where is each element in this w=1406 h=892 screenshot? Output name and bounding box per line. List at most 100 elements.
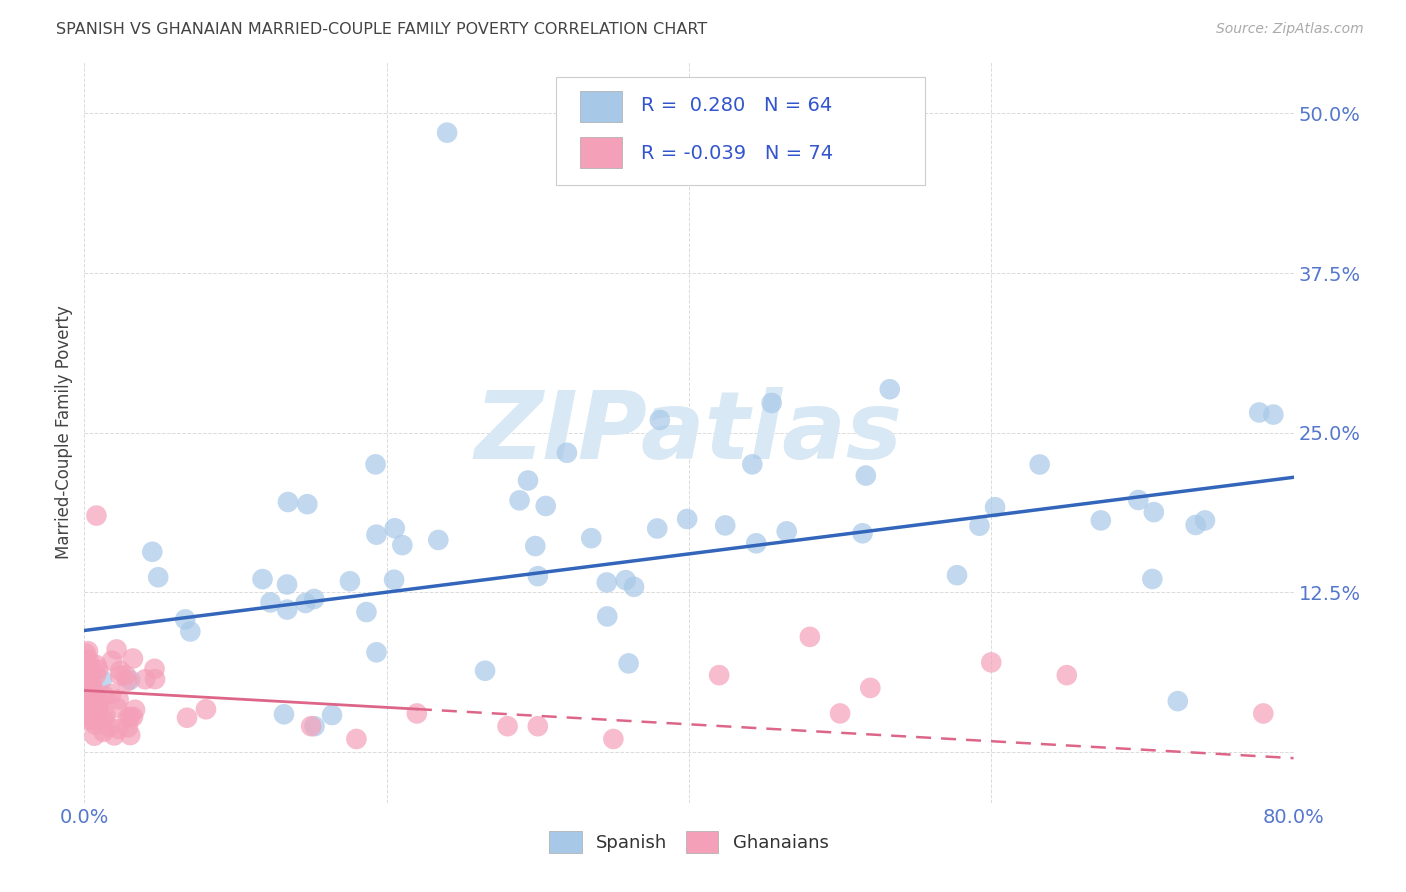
- FancyBboxPatch shape: [581, 91, 623, 121]
- Text: R = -0.039   N = 74: R = -0.039 N = 74: [641, 144, 832, 163]
- Point: [100, 687, 122, 701]
- Point: [87, 663, 110, 677]
- Point: [143, 662, 166, 676]
- Point: [1263, 408, 1285, 422]
- Point: [120, 728, 142, 742]
- Point: [83, 729, 105, 743]
- Point: [1056, 668, 1078, 682]
- Point: [617, 657, 640, 671]
- Point: [103, 728, 125, 742]
- Point: [555, 446, 578, 460]
- Point: [75, 708, 97, 723]
- Point: [969, 518, 991, 533]
- Point: [980, 656, 1002, 670]
- Point: [79, 707, 101, 722]
- Point: [80, 691, 103, 706]
- Point: [391, 538, 413, 552]
- Point: [77, 697, 100, 711]
- Point: [366, 527, 388, 541]
- Point: [107, 722, 129, 736]
- Point: [93, 714, 115, 728]
- Point: [75, 656, 97, 670]
- Point: [709, 668, 731, 682]
- Point: [124, 703, 146, 717]
- Point: [859, 681, 882, 695]
- Point: [86, 508, 108, 523]
- Legend: Spanish, Ghanaians: Spanish, Ghanaians: [543, 824, 835, 861]
- Point: [436, 126, 458, 140]
- Point: [1128, 493, 1150, 508]
- Text: ZIPatlas: ZIPatlas: [475, 386, 903, 479]
- Point: [118, 673, 141, 687]
- Point: [89, 706, 111, 720]
- Point: [120, 710, 142, 724]
- Point: [77, 713, 100, 727]
- Point: [297, 497, 319, 511]
- Point: [143, 672, 166, 686]
- Point: [141, 545, 163, 559]
- Point: [776, 524, 799, 539]
- Point: [117, 721, 139, 735]
- Point: [86, 658, 108, 673]
- Point: [384, 521, 406, 535]
- Point: [93, 724, 115, 739]
- Point: [614, 573, 637, 587]
- Point: [87, 692, 110, 706]
- Point: [761, 396, 783, 410]
- Point: [94, 707, 117, 722]
- Point: [830, 706, 852, 721]
- Point: [596, 609, 619, 624]
- Point: [108, 664, 131, 678]
- Point: [321, 708, 343, 723]
- Point: [82, 663, 104, 677]
- Point: [115, 674, 138, 689]
- Point: [602, 731, 624, 746]
- Point: [524, 539, 547, 553]
- Point: [302, 592, 325, 607]
- Point: [80, 678, 103, 692]
- Point: [356, 605, 378, 619]
- Point: [148, 570, 170, 584]
- Point: [676, 512, 699, 526]
- FancyBboxPatch shape: [581, 137, 623, 169]
- Point: [75, 655, 97, 669]
- Point: [107, 692, 129, 706]
- Point: [84, 668, 107, 682]
- Point: [252, 572, 274, 586]
- Point: [364, 458, 387, 472]
- Point: [527, 719, 550, 733]
- Point: [179, 624, 201, 639]
- Point: [259, 595, 281, 609]
- Point: [294, 596, 316, 610]
- Point: [77, 697, 100, 711]
- Point: [101, 654, 124, 668]
- Point: [80, 684, 103, 698]
- Point: [855, 468, 877, 483]
- Point: [851, 526, 873, 541]
- Point: [75, 668, 97, 682]
- Point: [1167, 694, 1189, 708]
- Point: [741, 458, 763, 472]
- Point: [75, 678, 97, 692]
- Point: [1090, 513, 1112, 527]
- Point: [304, 719, 326, 733]
- Text: Source: ZipAtlas.com: Source: ZipAtlas.com: [1216, 22, 1364, 37]
- Point: [75, 657, 97, 672]
- Point: [273, 707, 295, 722]
- Point: [1142, 572, 1164, 586]
- Point: [1143, 505, 1166, 519]
- Point: [946, 568, 969, 582]
- Text: R =  0.280   N = 64: R = 0.280 N = 64: [641, 95, 832, 115]
- Y-axis label: Married-Couple Family Poverty: Married-Couple Family Poverty: [55, 306, 73, 559]
- Point: [93, 689, 115, 703]
- Point: [122, 651, 145, 665]
- Point: [1028, 458, 1050, 472]
- Point: [277, 495, 299, 509]
- Point: [474, 664, 496, 678]
- Point: [110, 669, 132, 683]
- Point: [83, 690, 105, 705]
- Point: [105, 700, 128, 714]
- Point: [366, 645, 388, 659]
- Point: [427, 533, 450, 547]
- Point: [117, 711, 139, 725]
